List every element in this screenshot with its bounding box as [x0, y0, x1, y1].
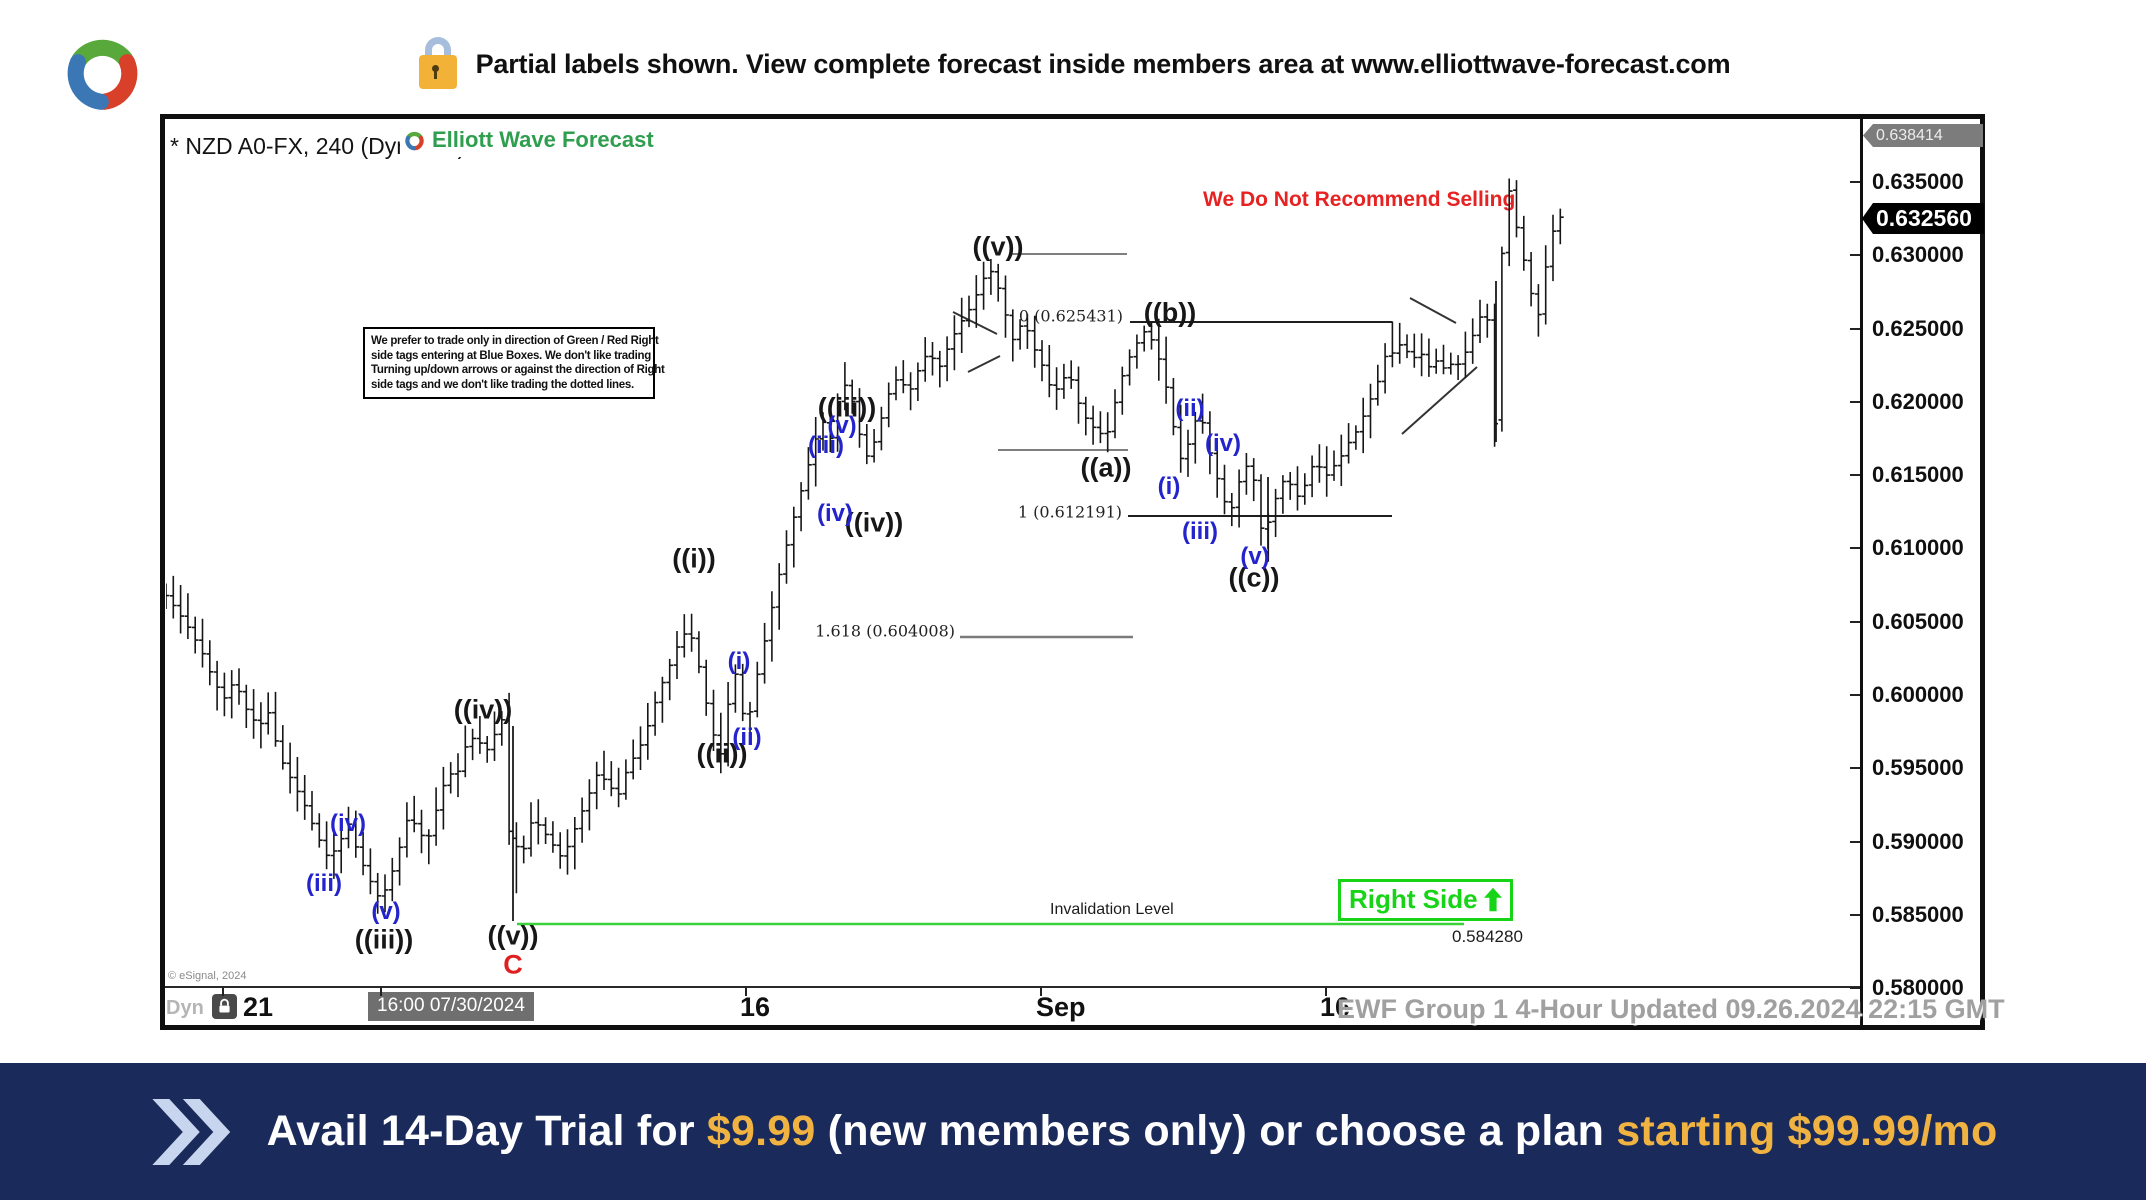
axis-lock-icon [212, 994, 237, 1019]
watermark-text: Elliott Wave Forecast [432, 127, 654, 152]
lock-keyhole [431, 65, 439, 72]
note-line: side tags entering at Blue Boxes. We don… [371, 349, 651, 362]
top-banner-text: Partial labels shown. View complete fore… [475, 48, 1731, 79]
invalidation-label: Invalidation Level [1050, 901, 1174, 918]
session-high-badge: 0.638414 [1863, 124, 1983, 147]
dyn-mode-label: Dyn [166, 997, 204, 1019]
note-line: side tags and we don't like trading the … [371, 378, 634, 391]
banner-text-segment: $9.99 [706, 1107, 816, 1155]
right-side-tag: Right Side [1338, 879, 1513, 921]
ewf-swirl-logo-small [405, 131, 424, 150]
chart-watermark: Elliott Wave Forecast [400, 123, 664, 157]
copyright-text: © eSignal, 2024 [168, 970, 247, 982]
banner-text: Avail 14-Day Trial for $9.99 (new member… [267, 1107, 1998, 1156]
banner-text-segment: (new members only) or choose a plan [815, 1107, 1617, 1155]
lock-shackle [424, 37, 451, 59]
banner-text-segment: starting $99.99/mo [1616, 1107, 1998, 1155]
note-line: We prefer to trade only in direction of … [371, 335, 659, 347]
note-line: Turning up/down arrows or against the di… [371, 364, 665, 376]
lock-keyslot [434, 70, 438, 79]
banner-text-segment: Avail 14-Day Trial for [266, 1107, 707, 1155]
current-price-badge: 0.632560 [1862, 203, 1984, 234]
chart-window [160, 114, 1985, 1030]
bottom-banner: Avail 14-Day Trial for $9.99 (new member… [0, 1063, 2146, 1200]
ewf-swirl-logo [55, 25, 150, 120]
invalidation-value: 0.584280 [1452, 927, 1523, 946]
time-axis-separator [165, 986, 1860, 988]
note-box: We prefer to trade only in direction of … [363, 327, 665, 399]
top-banner: Partial labels shown. View complete fore… [0, 36, 2146, 92]
lock-body [418, 55, 457, 89]
price-axis-separator [1860, 119, 1863, 1026]
footer-update-text: EWF Group 1 4-Hour Updated 09.26.2024 22… [1337, 994, 2005, 1024]
right-side-label: Right Side [1349, 884, 1478, 914]
up-arrow-icon [1483, 887, 1502, 912]
warning-text: We Do Not Recommend Selling [1203, 188, 1516, 211]
lock-icon [416, 37, 460, 91]
double-chevron-icon [151, 1098, 230, 1165]
